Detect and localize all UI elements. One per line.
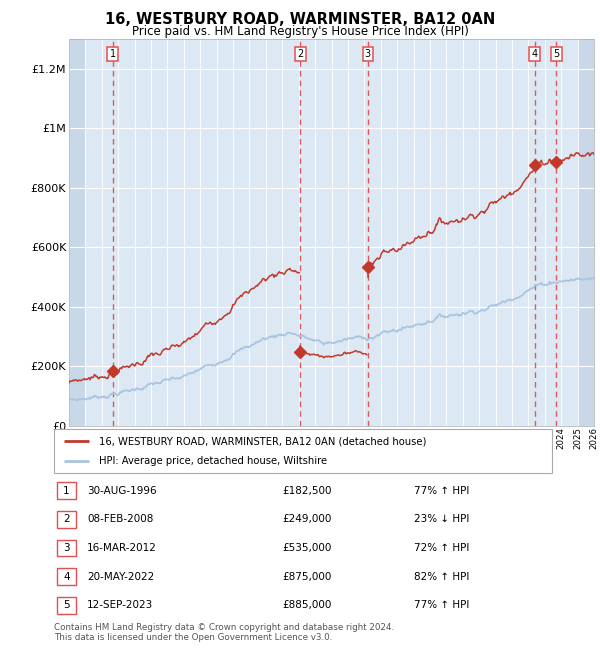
Text: 16, WESTBURY ROAD, WARMINSTER, BA12 0AN: 16, WESTBURY ROAD, WARMINSTER, BA12 0AN: [105, 12, 495, 27]
Bar: [578, 39, 594, 426]
Text: 77% ↑ HPI: 77% ↑ HPI: [414, 600, 469, 610]
Text: 20-MAY-2022: 20-MAY-2022: [87, 571, 154, 582]
Text: 3: 3: [63, 543, 70, 553]
Text: 82% ↑ HPI: 82% ↑ HPI: [414, 571, 469, 582]
Text: 72% ↑ HPI: 72% ↑ HPI: [414, 543, 469, 553]
Text: £535,000: £535,000: [282, 543, 331, 553]
Text: £875,000: £875,000: [282, 571, 331, 582]
Text: HPI: Average price, detached house, Wiltshire: HPI: Average price, detached house, Wilt…: [99, 456, 327, 466]
Text: £182,500: £182,500: [282, 486, 331, 496]
Text: 16-MAR-2012: 16-MAR-2012: [87, 543, 157, 553]
Text: £249,000: £249,000: [282, 514, 331, 525]
Text: 23% ↓ HPI: 23% ↓ HPI: [414, 514, 469, 525]
Text: 2: 2: [63, 514, 70, 525]
Bar: [69, 39, 85, 426]
Text: 77% ↑ HPI: 77% ↑ HPI: [414, 486, 469, 496]
Text: 16, WESTBURY ROAD, WARMINSTER, BA12 0AN (detached house): 16, WESTBURY ROAD, WARMINSTER, BA12 0AN …: [99, 436, 426, 447]
Text: Contains HM Land Registry data © Crown copyright and database right 2024.
This d: Contains HM Land Registry data © Crown c…: [54, 623, 394, 642]
Text: 3: 3: [365, 49, 371, 58]
Text: £885,000: £885,000: [282, 600, 331, 610]
Text: 4: 4: [63, 571, 70, 582]
Text: 2: 2: [297, 49, 304, 58]
Text: 1: 1: [110, 49, 116, 58]
Text: 12-SEP-2023: 12-SEP-2023: [87, 600, 153, 610]
Text: 1: 1: [63, 486, 70, 496]
Text: 5: 5: [553, 49, 559, 58]
Text: Price paid vs. HM Land Registry's House Price Index (HPI): Price paid vs. HM Land Registry's House …: [131, 25, 469, 38]
Text: 5: 5: [63, 600, 70, 610]
Text: 30-AUG-1996: 30-AUG-1996: [87, 486, 157, 496]
Text: 4: 4: [532, 49, 538, 58]
Text: 08-FEB-2008: 08-FEB-2008: [87, 514, 154, 525]
